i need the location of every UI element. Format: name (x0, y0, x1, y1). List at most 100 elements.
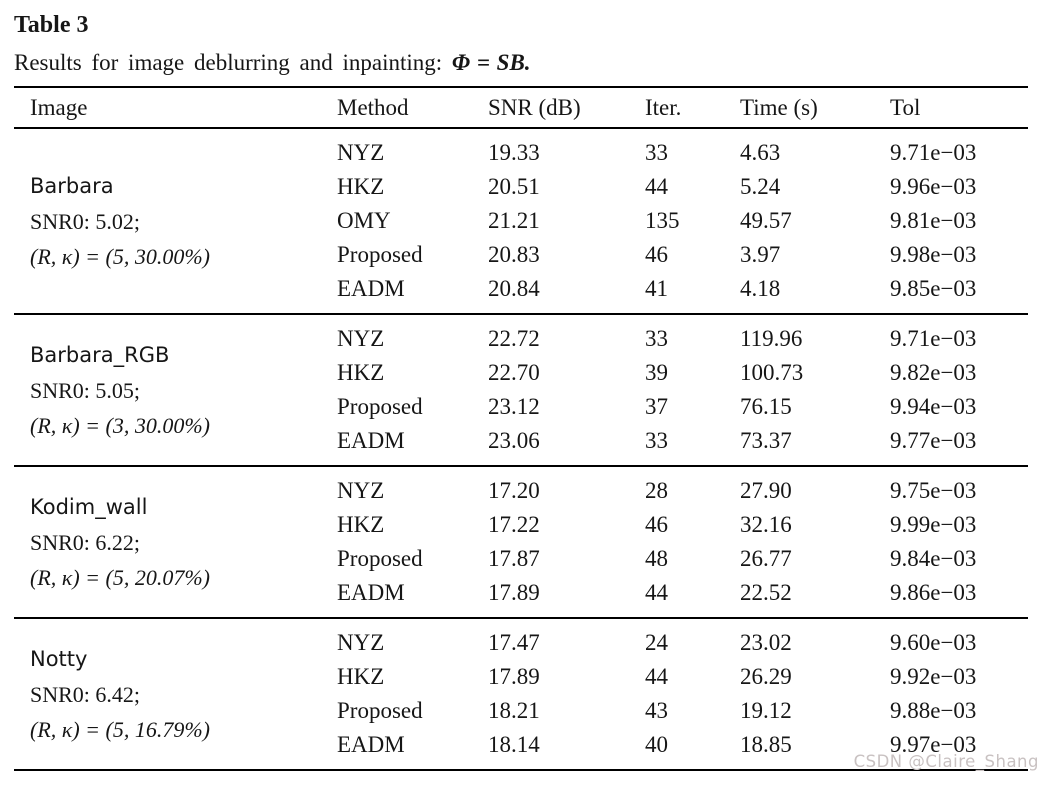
cell-method: Proposed (337, 394, 423, 419)
cell-iter: 33 (645, 428, 668, 453)
image-rk-label: (R, κ) = (3, 30.00%) (30, 412, 210, 438)
cell-snr: 22.70 (488, 360, 540, 385)
table-group: Notty SNR0: 6.42; (R, κ) = (5, 16.79%) NYZ 1… (14, 619, 1028, 771)
cell-snr: 19.33 (488, 140, 540, 165)
cell-method: HKZ (337, 174, 385, 199)
cell-tol: 9.94e−03 (890, 394, 977, 419)
cell-tol: 9.97e−03 (890, 732, 977, 757)
cell-tol: 9.86e−03 (890, 580, 977, 605)
cell-method: HKZ (337, 512, 385, 537)
cell-snr: 18.14 (488, 732, 540, 757)
cell-iter: 40 (645, 732, 668, 757)
cell-time: 27.90 (740, 478, 792, 503)
cell-iter: 41 (645, 276, 668, 301)
image-name: Barbara (30, 173, 114, 198)
cell-snr: 20.51 (488, 174, 540, 199)
cell-snr: 20.83 (488, 242, 540, 267)
cell-method: EADM (337, 276, 405, 301)
cell-tol: 9.96e−03 (890, 174, 977, 199)
caption-description: Results for image deblurring and inpaint… (14, 50, 443, 75)
cell-tol: 9.85e−03 (890, 276, 977, 301)
image-snr0-label: SNR0: 6.22; (30, 529, 141, 555)
table-caption-text: Results for image deblurring and inpaint… (14, 48, 1028, 78)
cell-time: 26.29 (740, 664, 792, 689)
cell-tol: 9.77e−03 (890, 428, 977, 453)
cell-time: 73.37 (740, 428, 792, 453)
table-caption-number: Table 3 (14, 12, 89, 38)
cell-iter: 44 (645, 664, 668, 689)
table-row: EADM 23.06 33 73.37 9.77e−03 (337, 424, 1028, 458)
image-info-cell: Barbara_RGB SNR0: 5.05; (R, κ) = (3, 30.00… (14, 315, 337, 465)
table-caption: Table 3 Results for image deblurring and… (14, 10, 1028, 78)
table-row: Proposed 23.12 37 76.15 9.94e−03 (337, 390, 1028, 424)
column-header-snr: SNR (dB) (488, 95, 581, 120)
cell-method: EADM (337, 580, 405, 605)
cell-snr: 20.84 (488, 276, 540, 301)
cell-snr: 17.47 (488, 630, 540, 655)
cell-method: EADM (337, 428, 405, 453)
image-name: Barbara_RGB (30, 342, 170, 367)
cell-method: NYZ (337, 478, 385, 503)
image-info-cell: Notty SNR0: 6.42; (R, κ) = (5, 16.79%) (14, 619, 337, 769)
image-rk-label: (R, κ) = (5, 16.79%) (30, 716, 210, 742)
image-rk-label: (R, κ) = (5, 30.00%) (30, 243, 210, 269)
cell-iter: 33 (645, 140, 668, 165)
cell-method: OMY (337, 208, 391, 233)
table-row: NYZ 19.33 33 4.63 9.71e−03 (337, 136, 1028, 170)
cell-tol: 9.60e−03 (890, 630, 977, 655)
watermark: CSDN @Claire_Shang (853, 752, 1039, 771)
group-rows: NYZ 17.20 28 27.90 9.75e−03 HKZ 17.22 46 32.16 9.… (337, 467, 1028, 617)
cell-time: 18.85 (740, 732, 792, 757)
table-row: HKZ 22.70 39 100.73 9.82e−03 (337, 356, 1028, 390)
table-group: Barbara SNR0: 5.02; (R, κ) = (5, 30.00%) NY… (14, 129, 1028, 315)
column-header-time: Time (s) (740, 95, 818, 120)
cell-iter: 37 (645, 394, 668, 419)
cell-time: 4.18 (740, 276, 781, 301)
cell-time: 23.02 (740, 630, 792, 655)
cell-time: 119.96 (740, 326, 803, 351)
cell-iter: 44 (645, 580, 668, 605)
cell-method: NYZ (337, 326, 385, 351)
cell-iter: 44 (645, 174, 668, 199)
table-row: OMY 21.21 135 49.57 9.81e−03 (337, 204, 1028, 238)
column-header-image: Image (30, 95, 88, 120)
cell-method: HKZ (337, 360, 385, 385)
table-group: Kodim_wall SNR0: 6.22; (R, κ) = (5, 20.07%… (14, 467, 1028, 619)
group-rows: NYZ 19.33 33 4.63 9.71e−03 HKZ 20.51 44 5.24 9.96… (337, 129, 1028, 313)
cell-snr: 17.20 (488, 478, 540, 503)
table-body: Barbara SNR0: 5.02; (R, κ) = (5, 30.00%) NY… (14, 129, 1028, 771)
cell-tol: 9.92e−03 (890, 664, 977, 689)
cell-tol: 9.84e−03 (890, 546, 977, 571)
table-row: HKZ 20.51 44 5.24 9.96e−03 (337, 170, 1028, 204)
cell-iter: 46 (645, 242, 668, 267)
cell-time: 22.52 (740, 580, 792, 605)
caption-math-formula: Φ = SB. (451, 50, 531, 75)
cell-method: NYZ (337, 140, 385, 165)
table-row: NYZ 22.72 33 119.96 9.71e−03 (337, 322, 1028, 356)
cell-tol: 9.99e−03 (890, 512, 977, 537)
cell-time: 4.63 (740, 140, 781, 165)
results-table: Image Method SNR (dB) Iter. Time (s) Tol… (14, 86, 1028, 771)
cell-snr: 17.87 (488, 546, 540, 571)
cell-time: 49.57 (740, 208, 792, 233)
cell-snr: 21.21 (488, 208, 540, 233)
cell-tol: 9.71e−03 (890, 326, 977, 351)
group-rows: NYZ 17.47 24 23.02 9.60e−03 HKZ 17.89 44 26.29 9.… (337, 619, 1028, 769)
cell-snr: 18.21 (488, 698, 540, 723)
cell-tol: 9.98e−03 (890, 242, 977, 267)
table-row: Proposed 17.87 48 26.77 9.84e−03 (337, 542, 1028, 576)
table-header-row: Image Method SNR (dB) Iter. Time (s) Tol (14, 86, 1028, 129)
cell-iter: 43 (645, 698, 668, 723)
cell-snr: 22.72 (488, 326, 540, 351)
table-row: NYZ 17.20 28 27.90 9.75e−03 (337, 474, 1028, 508)
column-header-iter: Iter. (645, 95, 682, 120)
cell-time: 3.97 (740, 242, 781, 267)
table-group: Barbara_RGB SNR0: 5.05; (R, κ) = (3, 30.00… (14, 315, 1028, 467)
cell-snr: 17.89 (488, 580, 540, 605)
table-row: Proposed 20.83 46 3.97 9.98e−03 (337, 238, 1028, 272)
cell-snr: 23.06 (488, 428, 540, 453)
cell-method: Proposed (337, 546, 423, 571)
cell-iter: 33 (645, 326, 668, 351)
column-header-method: Method (337, 95, 409, 120)
